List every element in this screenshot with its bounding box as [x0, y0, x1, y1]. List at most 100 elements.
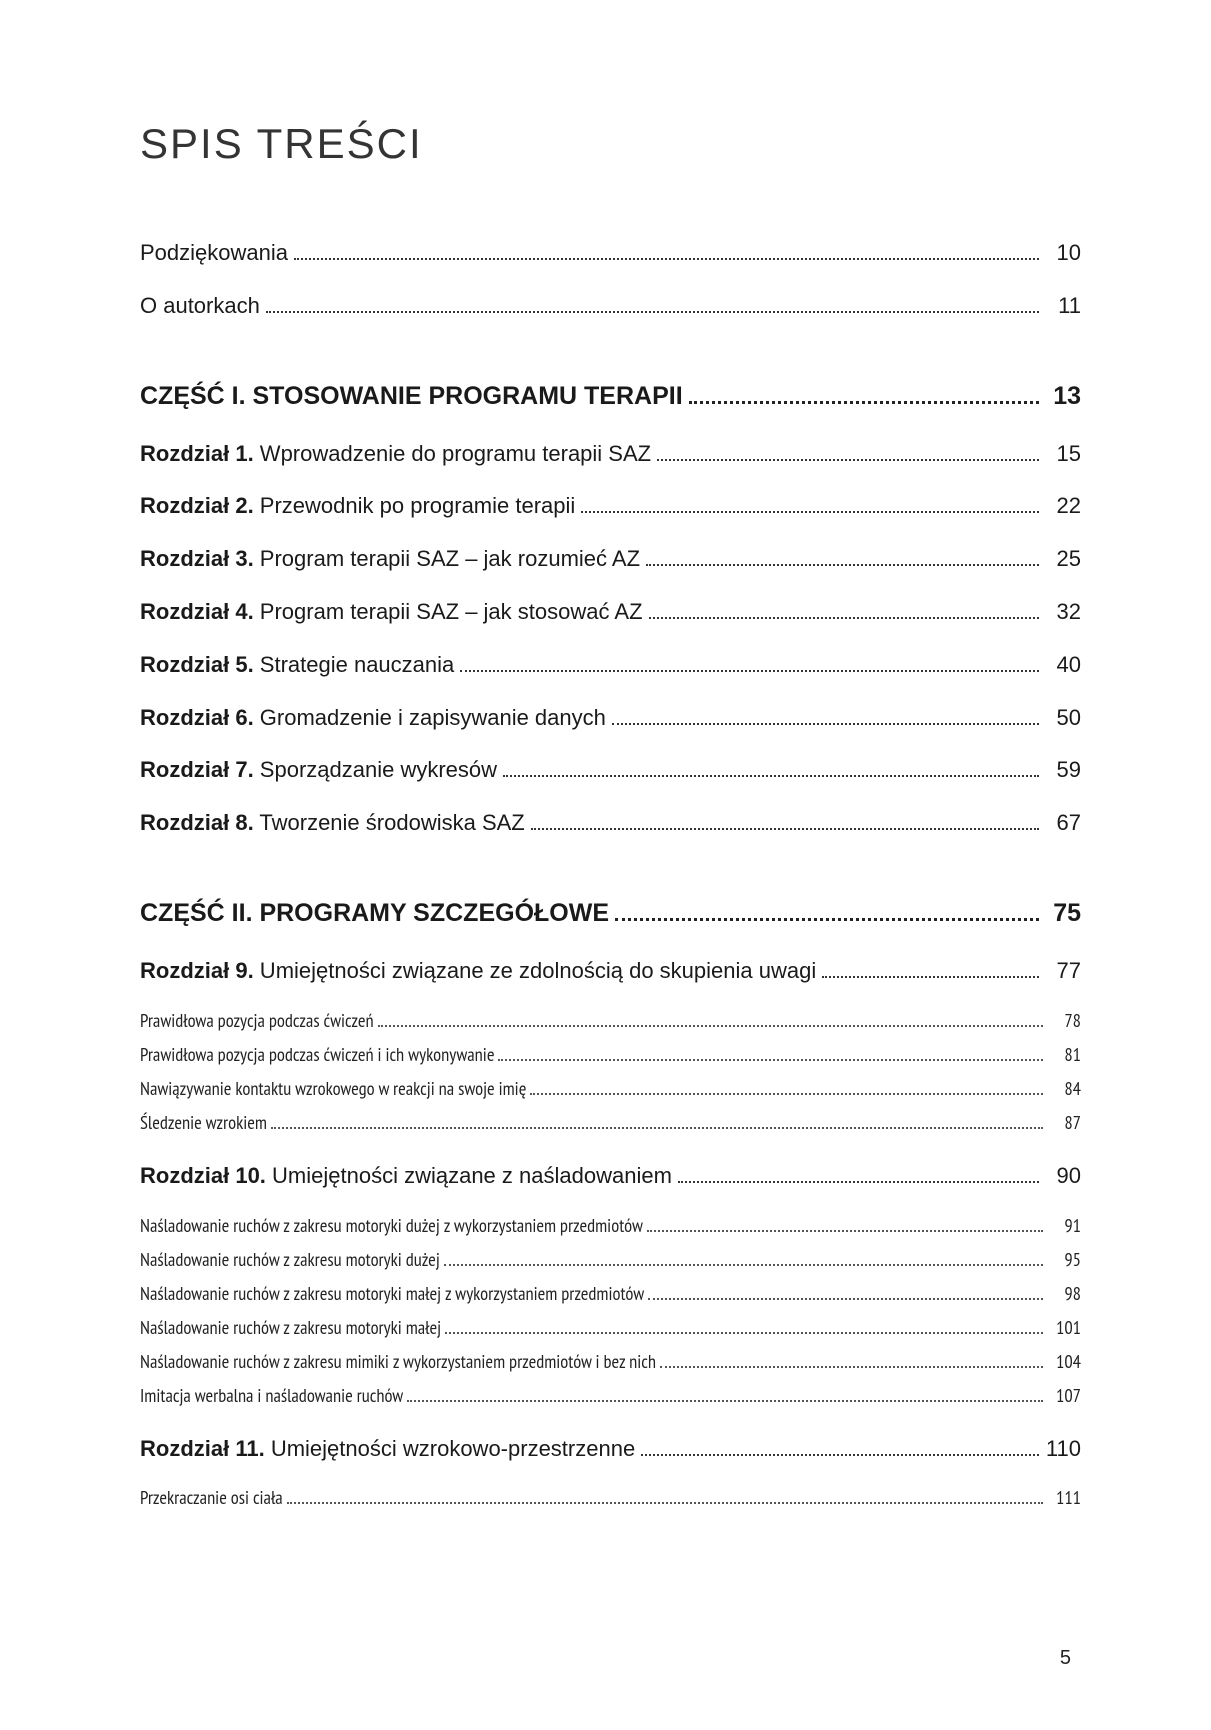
sub-1-0-1-label: Prawidłowa pozycja podczas ćwiczeń i ich…: [140, 1043, 494, 1067]
spacer: [140, 1145, 1081, 1161]
chapter-0-3-text: Program terapii SAZ – jak stosować AZ: [254, 599, 643, 624]
dot-leader: [460, 670, 1039, 672]
dot-leader: [581, 511, 1039, 513]
chapter-0-7-page: 67: [1045, 808, 1081, 839]
sub-1-0-2-text: Nawiązywanie kontaktu wzrokowego w reakc…: [140, 1077, 526, 1101]
chapter-0-4-label: Rozdział 5. Strategie nauczania: [140, 650, 454, 681]
dot-leader: [445, 1332, 1043, 1334]
front-entry-0-page: 10: [1045, 238, 1081, 269]
part-heading-1: CZĘŚĆ II. PROGRAMY SZCZEGÓŁOWE75: [140, 899, 1081, 928]
sub-1-0-3-label: Śledzenie wzrokiem: [140, 1111, 267, 1135]
chapter-1-1-bold: Rozdział 10.: [140, 1163, 266, 1188]
chapter-0-3: Rozdział 4. Program terapii SAZ – jak st…: [140, 597, 1081, 628]
dot-leader: [531, 828, 1039, 830]
chapter-0-0: Rozdział 1. Wprowadzenie do programu ter…: [140, 439, 1081, 470]
chapter-0-3-label: Rozdział 4. Program terapii SAZ – jak st…: [140, 597, 643, 628]
chapter-0-7-label: Rozdział 8. Tworzenie środowiska SAZ: [140, 808, 525, 839]
chapter-0-2-label: Rozdział 3. Program terapii SAZ – jak ro…: [140, 544, 640, 575]
sub-1-1-5-label: Imitacja werbalna i naśladowanie ruchów: [140, 1384, 403, 1408]
chapter-0-5-label: Rozdział 6. Gromadzenie i zapisywanie da…: [140, 703, 606, 734]
sub-1-0-1-page: 81: [1047, 1043, 1081, 1067]
dot-leader: [612, 723, 1039, 725]
chapter-0-4-page: 40: [1045, 650, 1081, 681]
chapter-1-0-text: Umiejętności związane ze zdolnością do s…: [254, 958, 817, 983]
sub-1-1-0-page: 91: [1047, 1214, 1081, 1238]
sub-1-1-0: Naśladowanie ruchów z zakresu motoryki d…: [140, 1214, 1081, 1238]
dot-leader: [678, 1181, 1039, 1183]
chapter-0-6: Rozdział 7. Sporządzanie wykresów59: [140, 755, 1081, 786]
front-entry-0: Podziękowania 10: [140, 238, 1081, 269]
chapter-0-0-label: Rozdział 1. Wprowadzenie do programu ter…: [140, 439, 651, 470]
page-container: SPIS TREŚCI Podziękowania 10 O autorkach 11…: [0, 0, 1211, 1536]
chapter-0-4-bold: Rozdział 5.: [140, 652, 254, 677]
sub-1-1-4-page: 104: [1047, 1350, 1081, 1374]
sub-1-1-1-label: Naśladowanie ruchów z zakresu motoryki d…: [140, 1248, 440, 1272]
chapter-0-2-bold: Rozdział 3.: [140, 546, 254, 571]
dot-leader: [641, 1454, 1039, 1456]
dot-leader: [444, 1264, 1043, 1266]
sub-1-1-0-text: Naśladowanie ruchów z zakresu motoryki d…: [140, 1214, 643, 1238]
sub-1-2-0-page: 111: [1047, 1486, 1081, 1510]
chapter-1-0-page: 77: [1045, 956, 1081, 987]
chapter-0-1-page: 22: [1045, 491, 1081, 522]
sub-1-0-0-label: Prawidłowa pozycja podczas ćwiczeń: [140, 1009, 374, 1033]
sub-1-1-2-text: Naśladowanie ruchów z zakresu motoryki m…: [140, 1282, 644, 1306]
chapter-1-0: Rozdział 9. Umiejętności związane ze zdo…: [140, 956, 1081, 987]
dot-leader: [498, 1059, 1043, 1061]
dot-leader: [503, 775, 1039, 777]
sub-1-0-1-text: Prawidłowa pozycja podczas ćwiczeń i ich…: [140, 1043, 494, 1067]
chapter-0-6-text: Sporządzanie wykresów: [254, 757, 497, 782]
toc-body: Podziękowania 10 O autorkach 11 CZĘŚĆ I. STO…: [140, 238, 1081, 1536]
chapter-0-1-label: Rozdział 2. Przewodnik po programie tera…: [140, 491, 575, 522]
sub-1-2-0-label: Przekraczanie osi ciała: [140, 1486, 283, 1510]
sub-1-2-0: Przekraczanie osi ciała 111: [140, 1486, 1081, 1510]
part-heading-0-label: CZĘŚĆ I. STOSOWANIE PROGRAMU TERAPII: [140, 382, 683, 411]
chapter-0-4: Rozdział 5. Strategie nauczania 40: [140, 650, 1081, 681]
dot-leader: [689, 401, 1039, 404]
chapter-0-6-page: 59: [1045, 755, 1081, 786]
chapter-1-2-page: 110: [1045, 1434, 1081, 1465]
page-title: SPIS TREŚCI: [140, 120, 1081, 168]
dot-leader: [294, 258, 1039, 260]
chapter-0-7-text: Tworzenie środowiska SAZ: [254, 810, 525, 835]
chapter-0-7: Rozdział 8. Tworzenie środowiska SAZ 67: [140, 808, 1081, 839]
spacer: [140, 1418, 1081, 1434]
sub-1-1-0-label: Naśladowanie ruchów z zakresu motoryki d…: [140, 1214, 643, 1238]
sub-1-1-1-text: Naśladowanie ruchów z zakresu motoryki d…: [140, 1248, 440, 1272]
dot-leader: [660, 1366, 1043, 1368]
sub-1-1-3: Naśladowanie ruchów z zakresu motoryki m…: [140, 1316, 1081, 1340]
part-heading-0-page: 13: [1045, 382, 1081, 411]
sub-1-0-0: Prawidłowa pozycja podczas ćwiczeń78: [140, 1009, 1081, 1033]
chapter-0-5-page: 50: [1045, 703, 1081, 734]
part-heading-0-text: CZĘŚĆ I. STOSOWANIE PROGRAMU TERAPII: [140, 382, 683, 410]
sub-1-1-4-text: Naśladowanie ruchów z zakresu mimiki z w…: [140, 1350, 656, 1374]
dot-leader: [271, 1127, 1043, 1129]
dot-leader: [287, 1502, 1043, 1504]
sub-1-1-2: Naśladowanie ruchów z zakresu motoryki m…: [140, 1282, 1081, 1306]
front-entry-1-text: O autorkach: [140, 293, 260, 318]
sub-1-1-2-label: Naśladowanie ruchów z zakresu motoryki m…: [140, 1282, 644, 1306]
chapter-1-0-label: Rozdział 9. Umiejętności związane ze zdo…: [140, 956, 816, 987]
front-entry-1-page: 11: [1045, 291, 1081, 322]
dot-leader: [530, 1093, 1043, 1095]
front-entry-1: O autorkach 11: [140, 291, 1081, 322]
dot-leader: [378, 1025, 1043, 1027]
chapter-0-0-page: 15: [1045, 439, 1081, 470]
sub-1-0-3-text: Śledzenie wzrokiem: [140, 1111, 267, 1135]
sub-1-1-3-label: Naśladowanie ruchów z zakresu motoryki m…: [140, 1316, 441, 1340]
sub-1-1-4: Naśladowanie ruchów z zakresu mimiki z w…: [140, 1350, 1081, 1374]
dot-leader: [648, 1298, 1043, 1300]
dot-leader: [407, 1400, 1043, 1402]
dot-leader: [615, 918, 1039, 921]
chapter-0-5: Rozdział 6. Gromadzenie i zapisywanie da…: [140, 703, 1081, 734]
sub-1-2-0-text: Przekraczanie osi ciała: [140, 1486, 283, 1510]
chapter-1-1: Rozdział 10. Umiejętności związane z naś…: [140, 1161, 1081, 1192]
sub-1-1-1-page: 95: [1047, 1248, 1081, 1272]
front-entry-0-text: Podziękowania: [140, 240, 288, 265]
chapter-0-3-page: 32: [1045, 597, 1081, 628]
chapter-0-2: Rozdział 3. Program terapii SAZ – jak ro…: [140, 544, 1081, 575]
page-number: 5: [1060, 1647, 1071, 1670]
part-heading-1-text: CZĘŚĆ II. PROGRAMY SZCZEGÓŁOWE: [140, 899, 609, 927]
sub-1-0-2-label: Nawiązywanie kontaktu wzrokowego w reakc…: [140, 1077, 526, 1101]
chapter-0-5-bold: Rozdział 6.: [140, 705, 254, 730]
